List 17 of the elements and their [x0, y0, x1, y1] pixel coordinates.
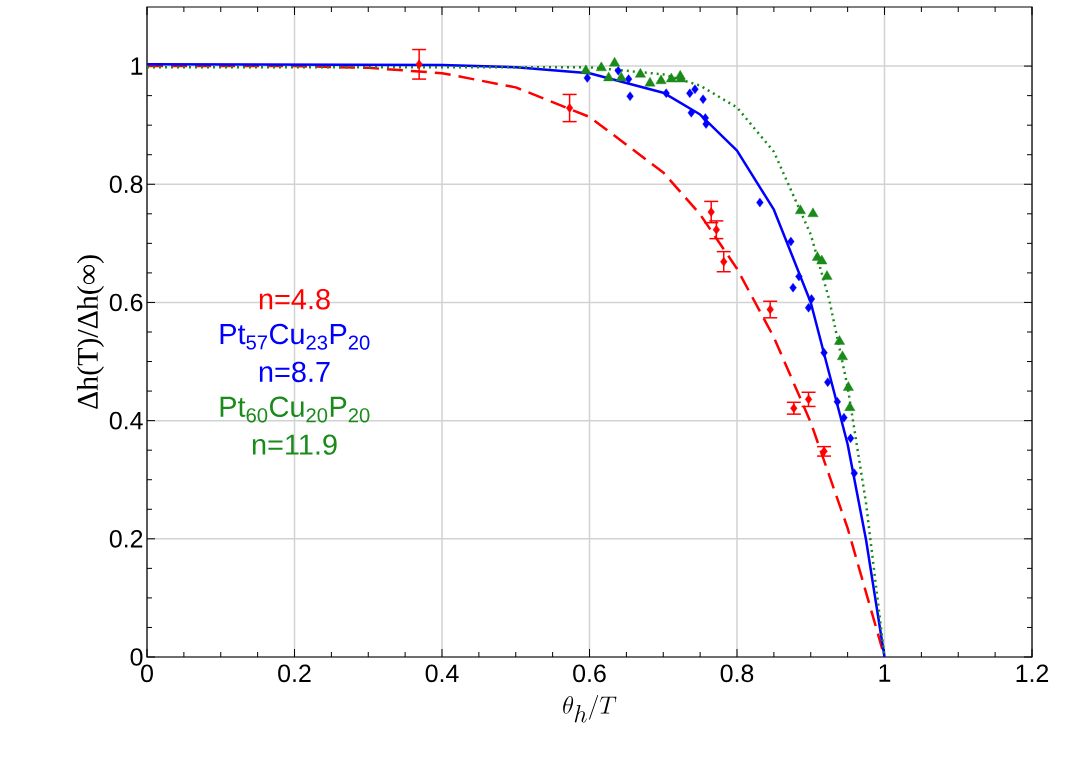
y-tick-label: 0: [130, 648, 143, 666]
x-tick-label: 1.2: [1016, 664, 1049, 682]
x-tick-label: 0.4: [425, 664, 459, 683]
x-tick-label: 1: [879, 664, 891, 682]
text: Pt$_{57}$Cu$_{23}$P$_{20}$ n=8.7: [220, 323, 370, 383]
x-tick-label: 0.2: [278, 664, 311, 683]
y-tick-label: 0.8: [109, 175, 143, 194]
x-axis-title: $\theta_h/T$: [563, 695, 617, 723]
text: n=4.8: [259, 288, 330, 310]
y-tick-label: 0.2: [109, 530, 143, 548]
y-tick-label: 0.6: [109, 293, 143, 312]
x-tick-label: 0.6: [573, 664, 606, 683]
y-axis-title: Δh(T)/Δh(∞): [76, 255, 105, 409]
y-tick-label: 0.4: [109, 411, 143, 430]
x-tick-label: 0.8: [720, 664, 754, 683]
text: Pt$_{60}$Cu$_{20}$P$_{20}$ n=11.9: [220, 396, 370, 455]
y-tick-label: 1: [131, 57, 143, 75]
